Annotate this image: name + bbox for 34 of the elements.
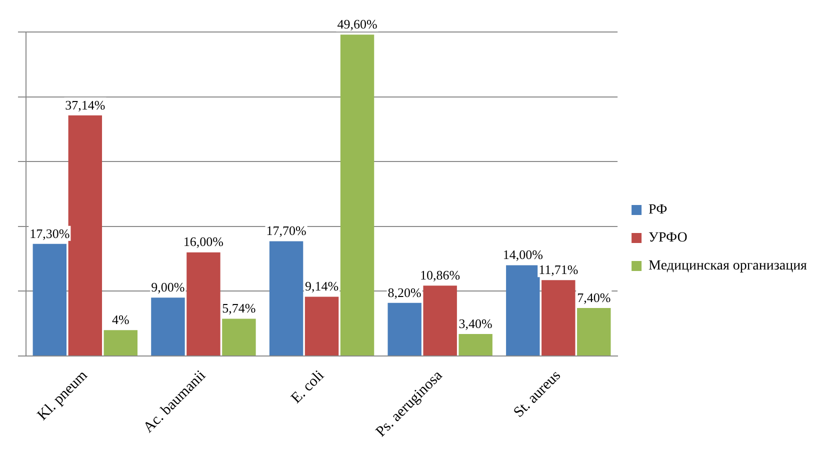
bar xyxy=(104,330,138,356)
bar xyxy=(542,280,576,356)
bar xyxy=(458,334,492,356)
data-label: 17,30% xyxy=(30,226,70,241)
data-label: 8,20% xyxy=(388,284,422,300)
legend-label: РФ xyxy=(648,202,668,218)
bar xyxy=(269,241,304,356)
data-label: 37,14% xyxy=(65,97,106,112)
bar xyxy=(222,318,256,356)
data-label: 14,00% xyxy=(502,247,544,262)
bar xyxy=(506,265,540,356)
data-label: 4% xyxy=(112,312,130,327)
bar xyxy=(340,34,374,356)
data-label: 5,74% xyxy=(222,300,256,316)
data-label: 17,70% xyxy=(266,223,306,238)
bar xyxy=(423,286,457,356)
bar xyxy=(32,244,67,356)
data-label: 16,00% xyxy=(183,234,224,250)
bar xyxy=(388,302,422,356)
bar xyxy=(577,308,611,356)
legend-label: УРФО xyxy=(648,230,688,246)
bar xyxy=(186,252,220,356)
data-label: 9,00% xyxy=(151,280,185,295)
data-label: 10,86% xyxy=(420,268,460,283)
data-label: 49,60% xyxy=(337,16,378,32)
data-label: 7,40% xyxy=(577,290,611,305)
bar xyxy=(151,298,185,356)
legend-label: Медицинская организация xyxy=(648,258,808,274)
data-label: 11,71% xyxy=(538,262,578,278)
data-label: 3,40% xyxy=(458,316,493,331)
bar xyxy=(304,296,339,356)
data-label: 9,14% xyxy=(304,278,339,294)
bar xyxy=(68,115,102,356)
x-tick-label: E. coli xyxy=(288,368,328,407)
